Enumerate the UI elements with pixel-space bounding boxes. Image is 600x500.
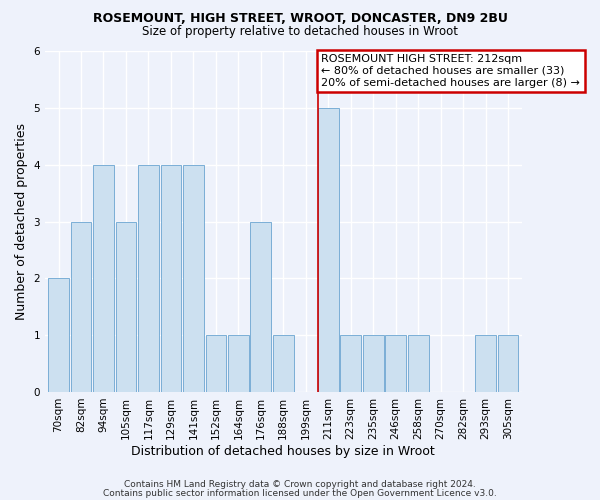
Bar <box>48 278 69 392</box>
Bar <box>318 108 338 392</box>
Text: ROSEMOUNT HIGH STREET: 212sqm
← 80% of detached houses are smaller (33)
20% of s: ROSEMOUNT HIGH STREET: 212sqm ← 80% of d… <box>321 54 580 88</box>
Bar <box>116 222 136 392</box>
Bar <box>475 335 496 392</box>
Bar <box>228 335 248 392</box>
Bar <box>363 335 383 392</box>
Bar <box>138 165 159 392</box>
Bar <box>273 335 293 392</box>
X-axis label: Distribution of detached houses by size in Wroot: Distribution of detached houses by size … <box>131 444 435 458</box>
Bar <box>340 335 361 392</box>
Y-axis label: Number of detached properties: Number of detached properties <box>15 123 28 320</box>
Bar <box>250 222 271 392</box>
Text: Contains public sector information licensed under the Open Government Licence v3: Contains public sector information licen… <box>103 488 497 498</box>
Bar <box>206 335 226 392</box>
Bar <box>93 165 114 392</box>
Text: Size of property relative to detached houses in Wroot: Size of property relative to detached ho… <box>142 25 458 38</box>
Bar <box>183 165 204 392</box>
Bar <box>498 335 518 392</box>
Bar <box>408 335 428 392</box>
Bar <box>71 222 91 392</box>
Text: ROSEMOUNT, HIGH STREET, WROOT, DONCASTER, DN9 2BU: ROSEMOUNT, HIGH STREET, WROOT, DONCASTER… <box>92 12 508 26</box>
Bar <box>161 165 181 392</box>
Bar <box>385 335 406 392</box>
Text: Contains HM Land Registry data © Crown copyright and database right 2024.: Contains HM Land Registry data © Crown c… <box>124 480 476 489</box>
